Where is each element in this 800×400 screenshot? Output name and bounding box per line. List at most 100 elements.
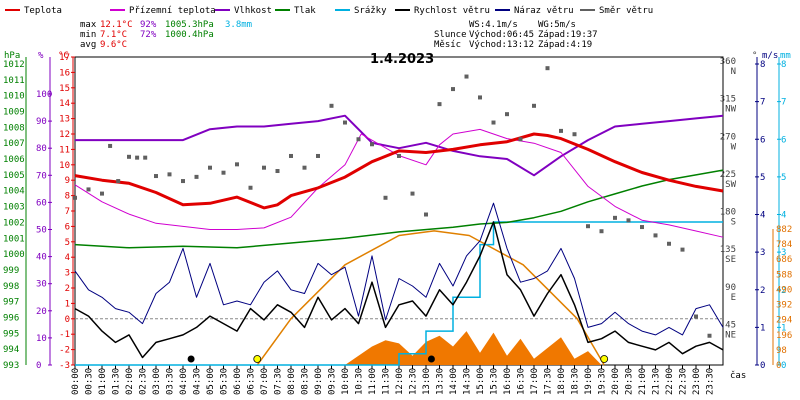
- wind-direction-point: [680, 247, 685, 252]
- tick-mm: 6: [781, 135, 786, 145]
- tick-x: 03:00: [152, 368, 162, 395]
- tick-hpa: 996: [3, 313, 19, 323]
- tick-c: -2: [59, 346, 70, 356]
- tick-x: 15:30: [490, 368, 500, 395]
- tick-x: 15:00: [476, 368, 486, 395]
- tick-ms: 7: [760, 98, 765, 108]
- tick-c: -3: [59, 361, 70, 371]
- tick-dir-label: SE: [725, 255, 736, 265]
- tick-c: 6: [65, 222, 70, 232]
- stats-max-press: 1005.3hPa: [165, 20, 214, 30]
- tick-wm2: 0: [776, 361, 781, 371]
- wind-direction-point: [167, 172, 172, 177]
- tick-mm: 3: [781, 248, 786, 258]
- tick-pct: 90: [36, 117, 47, 127]
- wind-direction-point: [208, 165, 212, 170]
- humidity-line: [75, 114, 724, 177]
- tick-dir-label: S: [731, 218, 736, 228]
- tick-x: 11:00: [368, 368, 378, 395]
- tick-pct: 0: [36, 361, 41, 371]
- tick-dir-label: SW: [725, 180, 736, 190]
- tick-dir: 270: [720, 132, 736, 142]
- tick-x: 08:00: [287, 368, 297, 395]
- tick-dir: 90: [725, 283, 736, 293]
- tick-hpa: 1010: [3, 92, 25, 102]
- moon-label: Měsíc: [434, 40, 461, 50]
- wind-direction-point: [464, 74, 469, 79]
- tick-pct: 40: [36, 253, 47, 263]
- tick-ms: 8: [760, 60, 765, 70]
- stats-min-temp: 7.1°C: [100, 30, 127, 40]
- wind-direction-point: [194, 174, 199, 179]
- wind-direction-point: [262, 165, 266, 170]
- sun-set: Západ:19:37: [538, 30, 598, 40]
- wind-direction-point: [586, 224, 590, 229]
- stats-min-label: min: [80, 30, 96, 40]
- tick-ms: 0: [760, 361, 765, 371]
- tick-x: 10:00: [341, 368, 351, 395]
- tick-x: 19:00: [584, 368, 594, 395]
- tick-x: 18:30: [571, 368, 581, 395]
- tick-x: 20:30: [625, 368, 635, 395]
- tick-dir: 45: [725, 320, 736, 330]
- tick-dir: 360: [720, 57, 736, 67]
- tick-c: 11: [59, 145, 70, 155]
- tick-c: 9: [65, 176, 70, 186]
- wind-direction-point: [410, 191, 415, 196]
- wind-direction-point: [640, 225, 644, 230]
- wind-wg: WG:5m/s: [538, 20, 576, 30]
- moon-marker: [427, 355, 435, 363]
- tick-ms: 3: [760, 248, 765, 258]
- tick-x: 10:30: [355, 368, 365, 395]
- tick-c: 16: [59, 68, 70, 78]
- tick-hpa: 993: [3, 361, 19, 371]
- wind-direction-point: [235, 162, 239, 167]
- axis-ms-unit: m/s: [762, 51, 778, 61]
- tick-x: 12:30: [409, 368, 419, 395]
- tick-hpa: 1005: [3, 171, 25, 181]
- stats-min-hum: 72%: [140, 30, 157, 40]
- tick-ms: 2: [760, 286, 765, 296]
- tick-dir-label: NW: [725, 105, 736, 115]
- tick-c: 12: [59, 130, 70, 140]
- legend-wind-gust: Náraz větru: [514, 6, 574, 16]
- wind-direction-point: [316, 153, 320, 158]
- tick-wm2: 686: [776, 255, 792, 265]
- wind-direction-point: [100, 191, 104, 196]
- temperature-line: [74, 132, 724, 210]
- wind-direction-point: [329, 103, 334, 108]
- tick-hpa: 994: [3, 345, 19, 355]
- legend-temperature: Teplota: [24, 6, 62, 16]
- wind-direction-point: [86, 187, 91, 192]
- stats-block: max 12.1°C 92% 1005.3hPa 3.8mm min 7.1°C…: [80, 20, 252, 50]
- tick-hpa: 1009: [3, 108, 25, 118]
- tick-x: 04:30: [193, 368, 203, 395]
- tick-x: 20:00: [611, 368, 621, 395]
- tick-c: 1: [65, 299, 70, 309]
- tick-x: 17:00: [530, 368, 540, 395]
- tick-dir-label: NE: [725, 330, 736, 340]
- tick-wm2: 588: [776, 270, 792, 280]
- tick-hpa: 1012: [3, 60, 25, 70]
- wind-speed-line: [74, 221, 724, 359]
- tick-mm: 2: [781, 286, 786, 296]
- legend-wind-speed: Rychlost větru: [414, 6, 490, 16]
- wind-direction-point: [127, 154, 131, 159]
- wind-direction-point: [707, 333, 712, 338]
- wind-direction-point: [694, 314, 698, 319]
- tick-c: 8: [65, 192, 70, 202]
- tick-hpa: 1007: [3, 139, 25, 149]
- tick-hpa: 1003: [3, 203, 25, 213]
- legend-humidity: Vlhkost: [234, 6, 272, 16]
- wind-direction-point: [532, 103, 536, 108]
- tick-ms: 4: [760, 211, 765, 221]
- tick-c: 4: [65, 253, 70, 263]
- ground-temperature-line: [74, 128, 724, 238]
- tick-x: 00:30: [85, 368, 95, 395]
- tick-pct: 80: [36, 144, 47, 154]
- chart-title: 1.4.2023: [370, 52, 434, 67]
- tick-pct: 10: [36, 334, 47, 344]
- tick-x: 12:00: [395, 368, 405, 395]
- tick-pct: 70: [36, 171, 47, 181]
